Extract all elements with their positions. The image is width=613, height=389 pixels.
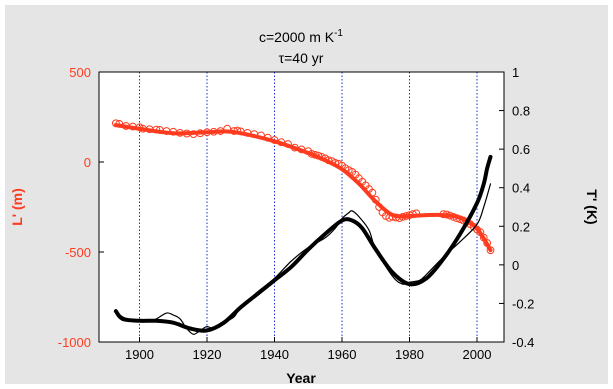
y-axis-left-title: L' (m) — [9, 188, 25, 226]
chart-title-superscript: -1 — [334, 28, 343, 39]
y-right-tick-label-4: 0.4 — [512, 181, 530, 196]
x-axis-title: Year — [286, 370, 316, 386]
y-right-tick-label-5: 0.6 — [512, 142, 530, 157]
temperature-smooth-line — [113, 154, 493, 333]
y-right-tick-label-6: 0.8 — [512, 104, 530, 119]
y-left-tick-label-2: 0 — [84, 155, 91, 170]
y-axis-right-title: T' (K) — [584, 189, 600, 224]
chart-subtitle: τ=40 yr — [279, 50, 324, 66]
y-left-tick-label-1: -500 — [65, 245, 91, 260]
axes-layer: 1900 1920 1940 1960 1980 2000 -1000 -500 0 500 -0.… — [58, 65, 535, 362]
length-smooth-line — [113, 123, 493, 253]
temperature-raw-line — [115, 183, 492, 335]
grid-layer — [139, 72, 478, 342]
y-right-tick-label-1: -0.2 — [512, 296, 534, 311]
x-tick-label-2000: 2000 — [463, 347, 492, 362]
x-tick-label-1980: 1980 — [395, 347, 424, 362]
series-layer — [111, 119, 495, 335]
x-tick-label-1900: 1900 — [125, 347, 154, 362]
y-right-tick-label-0: -0.4 — [512, 335, 534, 350]
y-right-tick-label-7: 1 — [512, 65, 519, 80]
chart-title: c=2000 m K-1 — [259, 28, 343, 45]
y-left-tick-label-3: 500 — [69, 65, 91, 80]
y-right-tick-label-2: 0 — [512, 258, 519, 273]
x-tick-label-1920: 1920 — [193, 347, 222, 362]
plot-frame — [98, 71, 505, 343]
y-left-tick-label-0: -1000 — [58, 335, 91, 350]
plot-area — [99, 72, 504, 342]
y-right-tick-label-3: 0.2 — [512, 219, 530, 234]
x-tick-label-1960: 1960 — [328, 347, 357, 362]
chart-title-main: c=2000 m K — [259, 29, 335, 45]
x-tick-label-1940: 1940 — [260, 347, 289, 362]
